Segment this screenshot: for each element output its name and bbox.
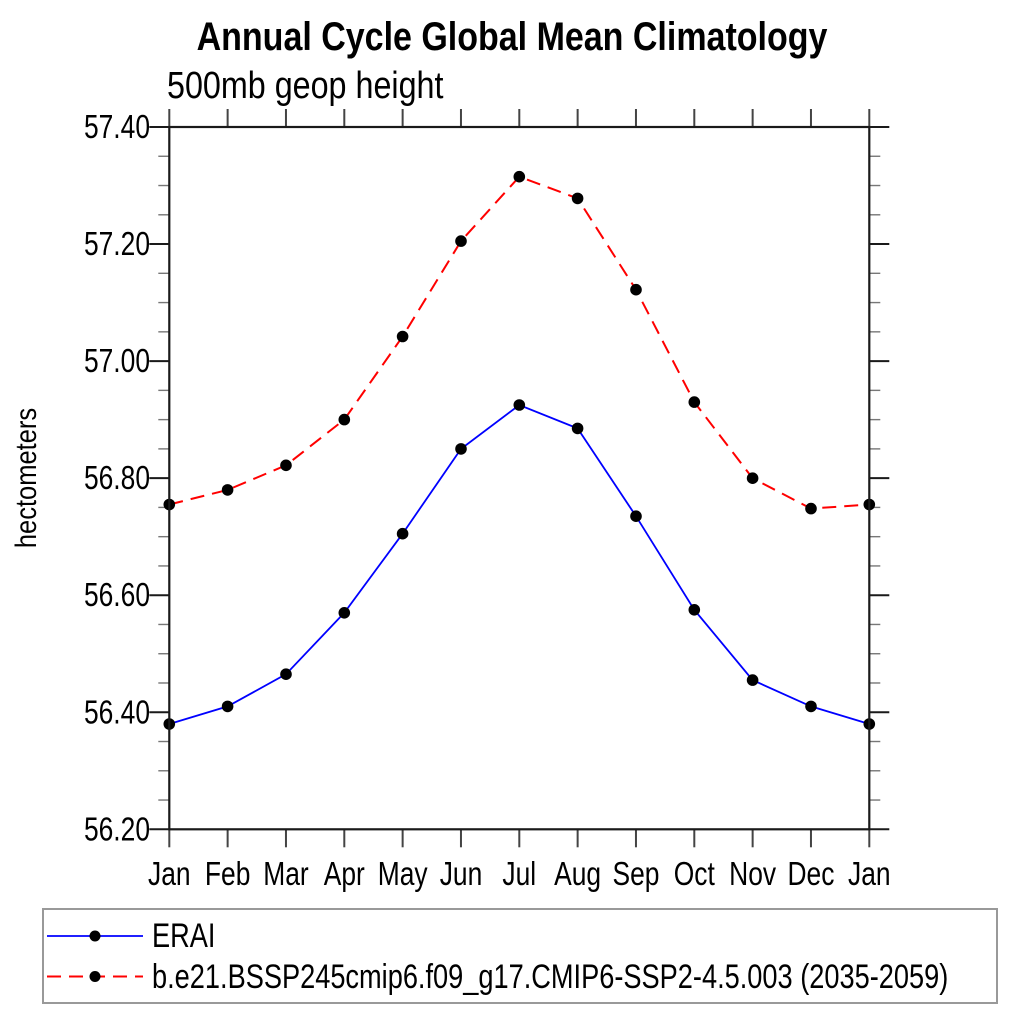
- x-tick-label: Sep: [612, 856, 659, 892]
- x-tick-label: Jan: [148, 856, 191, 892]
- x-tick-label: Jul: [502, 856, 536, 892]
- data-point-marker: [396, 330, 409, 343]
- x-tick-label: Jan: [848, 856, 891, 892]
- y-tick-label: 56.60: [84, 577, 150, 613]
- series-erai: [163, 399, 876, 730]
- data-point-marker: [805, 700, 817, 713]
- x-tick-label: Apr: [324, 856, 365, 892]
- data-point-marker: [513, 399, 526, 411]
- data-point-marker: [221, 700, 234, 713]
- y-tick-labels: 57.40 57.20 57.00 56.80 56.60 56.40 56.20: [84, 109, 150, 848]
- y-major-ticks: [149, 126, 890, 831]
- data-point-marker: [455, 235, 467, 247]
- x-tick-label: Nov: [729, 856, 776, 892]
- data-point-marker: [630, 283, 642, 296]
- data-point-marker: [630, 510, 642, 522]
- y-minor-ticks: [158, 155, 881, 801]
- series-model: [163, 170, 876, 515]
- legend-item-model: b.e21.BSSP245cmip6.f09_g17.CMIP6-SSP2-4.…: [47, 957, 948, 996]
- data-point-marker: [338, 413, 351, 426]
- y-tick-label: 57.20: [84, 226, 150, 262]
- x-tick-labels: Jan Feb Mar Apr May Jun Jul Aug Sep Oct Nov Dec Jan: [148, 856, 891, 892]
- data-point-marker: [280, 459, 292, 472]
- x-tick-label: Mar: [263, 856, 308, 892]
- data-series: [163, 170, 876, 730]
- y-tick-label: 57.00: [84, 343, 150, 379]
- chart-title: Annual Cycle Global Mean Climatology: [197, 13, 828, 58]
- data-point-marker: [805, 502, 817, 515]
- legend: ERAI b.e21.BSSP245cmip6.f09_g17.CMIP6-SS…: [42, 908, 998, 1004]
- x-tick-label: Feb: [205, 856, 250, 892]
- data-point-marker: [571, 192, 584, 205]
- legend-item-erai: ERAI: [47, 916, 215, 955]
- x-tick-label: Jun: [440, 856, 483, 892]
- data-point-marker: [571, 422, 584, 435]
- legend-marker-dot: [89, 930, 101, 942]
- legend-label-erai: ERAI: [152, 916, 215, 955]
- data-point-marker: [280, 668, 292, 680]
- x-ticks: [168, 109, 871, 848]
- data-point-marker: [221, 484, 234, 496]
- data-point-marker: [396, 527, 409, 540]
- legend-marker-dot: [89, 971, 101, 982]
- chart-subtitle: 500mb geop height: [167, 65, 444, 107]
- x-tick-label: Oct: [674, 856, 716, 892]
- data-point-marker: [746, 472, 759, 485]
- legend-box: [42, 908, 998, 1004]
- x-tick-label: Dec: [787, 856, 834, 892]
- y-tick-label: 56.40: [84, 695, 150, 731]
- data-point-marker: [338, 607, 351, 619]
- data-point-marker: [746, 674, 759, 686]
- data-point-marker: [688, 396, 701, 408]
- series-line: [169, 403, 870, 725]
- y-tick-label: 57.40: [84, 109, 150, 145]
- legend-label-model: b.e21.BSSP245cmip6.f09_g17.CMIP6-SSP2-4.…: [152, 957, 948, 996]
- data-point-marker: [688, 604, 701, 616]
- x-tick-label: Aug: [554, 856, 601, 892]
- y-axis-title: hectometers: [9, 408, 42, 548]
- series-line: [169, 175, 870, 510]
- data-point-marker: [455, 443, 467, 455]
- plot-border: [168, 125, 871, 831]
- y-tick-label: 56.80: [84, 460, 150, 496]
- x-tick-label: May: [378, 856, 428, 892]
- data-point-marker: [513, 170, 526, 183]
- y-tick-label: 56.20: [84, 812, 150, 848]
